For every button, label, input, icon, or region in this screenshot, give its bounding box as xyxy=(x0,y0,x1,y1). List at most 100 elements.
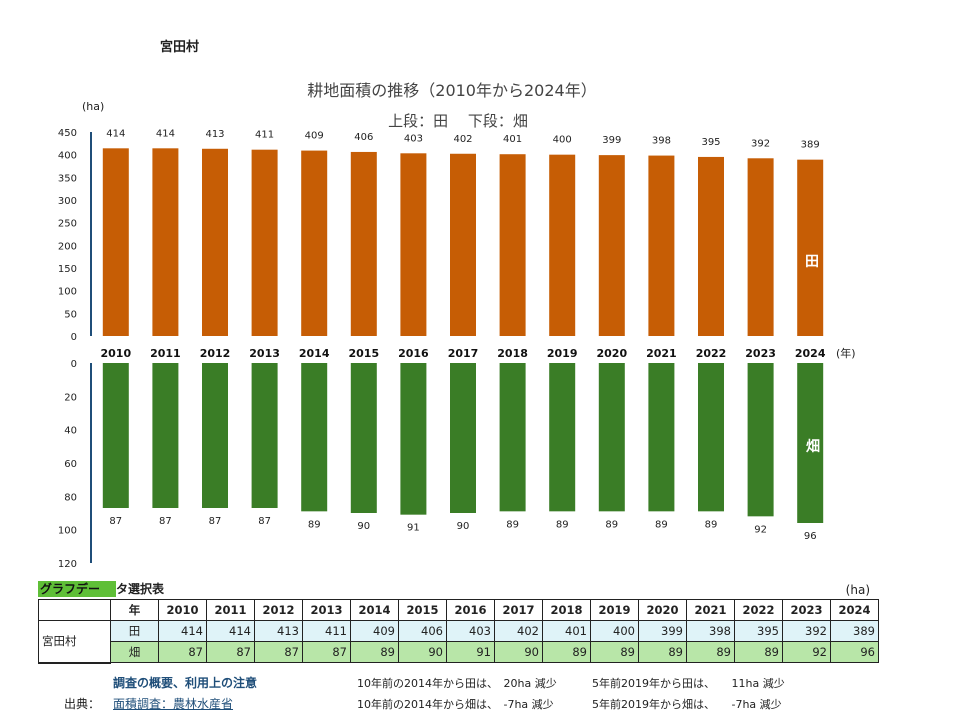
table-row-paddy: 宮田村田 414 414 413 411 409 406 403 402 401 400 399 398… xyxy=(38,620,879,664)
paddy-cell: 395 xyxy=(734,620,783,642)
upper-y-tick-label: 200 xyxy=(58,241,77,252)
upper-y-tick-label: 350 xyxy=(58,173,77,184)
field-bar xyxy=(549,363,576,512)
lower-y-tick-label: 0 xyxy=(71,359,77,370)
paddy-cell: 392 xyxy=(782,620,831,642)
upper-y-tick-label: 50 xyxy=(64,309,77,320)
upper-y-tick-label: 450 xyxy=(58,128,77,139)
field-cell: 89 xyxy=(350,641,399,663)
table-village-cell: 宮田村 xyxy=(38,620,111,664)
upper-y-tick-label: 400 xyxy=(58,151,77,162)
paddy-value-label: 399 xyxy=(602,135,621,146)
field-bar xyxy=(499,363,526,512)
x-tick-label: 2022 xyxy=(696,347,727,360)
note-paddy-5yr: 5年前2019年から田は、 11ha 減少 xyxy=(592,677,785,690)
lower-y-tick-label: 120 xyxy=(58,559,77,570)
year-column-header: 2014 xyxy=(350,599,399,621)
paddy-value-label: 413 xyxy=(205,129,224,140)
x-tick-label: 2013 xyxy=(249,347,280,360)
x-axis-unit: (年) xyxy=(836,346,856,360)
paddy-bar xyxy=(350,151,377,336)
paddy-cell: 414 xyxy=(158,620,207,642)
chart-subtitle: 上段：田 下段：畑 xyxy=(388,112,528,130)
paddy-bar xyxy=(747,158,774,336)
paddy-cell: 400 xyxy=(590,620,639,642)
paddy-value-label: 389 xyxy=(801,140,820,151)
year-header-cell: 年 xyxy=(110,599,159,621)
field-value-label: 89 xyxy=(308,519,321,530)
field-cell: 89 xyxy=(542,641,591,663)
field-bar xyxy=(301,363,328,512)
paddy-bar xyxy=(152,148,179,336)
notes-link[interactable]: 調査の概要、利用上の注意 xyxy=(113,676,258,690)
paddy-cell: 403 xyxy=(446,620,495,642)
paddy-value-label: 411 xyxy=(255,130,274,141)
year-column-header: 2020 xyxy=(638,599,687,621)
field-cell: 89 xyxy=(638,641,687,663)
paddy-bar xyxy=(400,153,427,336)
field-cell: 89 xyxy=(686,641,735,663)
lower-y-tick-label: 40 xyxy=(64,426,77,437)
year-column-header: 2013 xyxy=(302,599,351,621)
x-tick-label: 2024 xyxy=(795,347,826,360)
upper-y-tick-label: 100 xyxy=(58,287,77,298)
table-corner-cell xyxy=(38,599,111,621)
year-column-header: 2010 xyxy=(158,599,207,621)
source-link[interactable]: 面積調査：農林水産省 xyxy=(113,697,234,711)
field-value-label: 87 xyxy=(258,516,271,527)
paddy-value-label: 414 xyxy=(106,128,125,139)
paddy-cell: 389 xyxy=(830,620,879,642)
year-column-header: 2016 xyxy=(446,599,495,621)
y-axis-unit: (ha) xyxy=(82,100,104,113)
field-bar xyxy=(102,363,129,508)
lower-y-tick-label: 60 xyxy=(64,459,77,470)
paddy-row-label: 田 xyxy=(110,620,159,642)
paddy-bar xyxy=(648,155,675,336)
note-field-5yr: 5年前2019年から畑は、 -7ha 減少 xyxy=(592,698,782,711)
table-row-field: 畑 87 87 87 87 89 90 91 90 89 89 89 89 89 92 96 xyxy=(39,641,879,663)
field-cell: 87 xyxy=(302,641,351,663)
field-bar xyxy=(450,363,476,513)
paddy-cell: 401 xyxy=(542,620,591,642)
paddy-value-label: 401 xyxy=(503,134,522,145)
paddy-value-label: 414 xyxy=(156,128,175,139)
source-label: 出典： xyxy=(64,697,101,711)
paddy-cell: 399 xyxy=(638,620,687,642)
paddy-bar xyxy=(698,156,724,336)
field-cell: 90 xyxy=(494,641,543,663)
year-column-header: 2015 xyxy=(398,599,447,621)
paddy-value-label: 406 xyxy=(354,132,373,143)
field-value-label: 89 xyxy=(556,519,569,530)
field-bar xyxy=(350,363,377,513)
upper-y-tick-label: 300 xyxy=(58,196,77,207)
field-cell: 91 xyxy=(446,641,495,663)
paddy-value-label: 398 xyxy=(652,136,671,147)
upper-y-tick-label: 150 xyxy=(58,264,77,275)
field-cell: 89 xyxy=(734,641,783,663)
field-value-label: 89 xyxy=(655,519,668,530)
x-tick-label: 2017 xyxy=(448,347,479,360)
field-bar xyxy=(202,363,228,508)
table-title-highlight: グラフデー xyxy=(38,581,116,597)
paddy-value-label: 409 xyxy=(305,131,324,142)
x-tick-label: 2012 xyxy=(200,347,231,360)
field-value-label: 87 xyxy=(159,516,172,527)
x-tick-label: 2021 xyxy=(646,347,677,360)
paddy-value-label: 395 xyxy=(701,137,720,148)
chart-area: 耕地面積の推移（2010年から2024年） 上段：田 下段：畑 (ha) (年) 0 50… xyxy=(58,81,856,570)
note-paddy-10yr: 10年前の2014年から田は、 20ha 減少 xyxy=(357,677,557,690)
field-bar xyxy=(797,363,824,523)
paddy-cell: 414 xyxy=(206,620,255,642)
paddy-bar xyxy=(202,148,228,336)
field-row-label: 畑 xyxy=(110,641,159,663)
field-cell: 92 xyxy=(782,641,831,663)
paddy-value-label: 403 xyxy=(404,133,423,144)
year-column-header: 2019 xyxy=(590,599,639,621)
table-header-row: 年 2010 2011 2012 2013 2014 2015 2016 2017 2018 201… xyxy=(38,599,879,621)
paddy-bar xyxy=(797,159,824,336)
year-column-header: 2022 xyxy=(734,599,783,621)
x-tick-label: 2011 xyxy=(150,347,181,360)
year-column-header: 2021 xyxy=(686,599,735,621)
x-tick-label: 2014 xyxy=(299,347,330,360)
field-bar xyxy=(400,363,427,515)
